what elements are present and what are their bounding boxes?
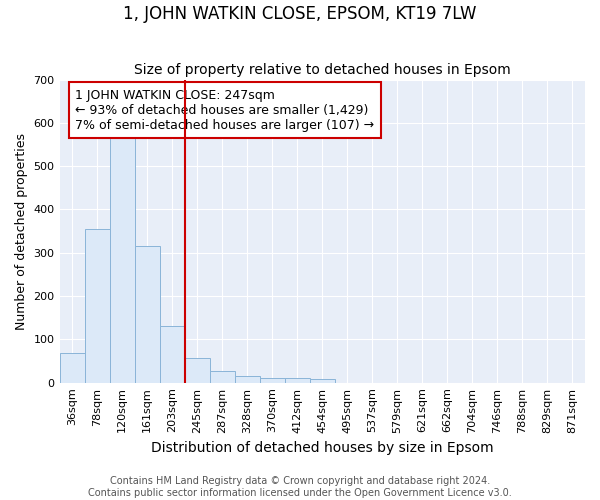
Bar <box>134 246 160 382</box>
Bar <box>209 370 235 382</box>
Bar <box>59 353 85 382</box>
Text: 1, JOHN WATKIN CLOSE, EPSOM, KT19 7LW: 1, JOHN WATKIN CLOSE, EPSOM, KT19 7LW <box>123 5 477 23</box>
Text: 1 JOHN WATKIN CLOSE: 247sqm
← 93% of detached houses are smaller (1,429)
7% of s: 1 JOHN WATKIN CLOSE: 247sqm ← 93% of det… <box>76 88 374 132</box>
X-axis label: Distribution of detached houses by size in Epsom: Distribution of detached houses by size … <box>151 441 494 455</box>
Bar <box>160 326 185 382</box>
Bar <box>110 136 134 382</box>
Bar <box>185 358 209 382</box>
Bar <box>235 376 260 382</box>
Y-axis label: Number of detached properties: Number of detached properties <box>15 132 28 330</box>
Text: Contains HM Land Registry data © Crown copyright and database right 2024.
Contai: Contains HM Land Registry data © Crown c… <box>88 476 512 498</box>
Title: Size of property relative to detached houses in Epsom: Size of property relative to detached ho… <box>134 63 511 77</box>
Bar <box>285 378 310 382</box>
Bar <box>260 378 285 382</box>
Bar <box>310 379 335 382</box>
Bar <box>85 229 110 382</box>
